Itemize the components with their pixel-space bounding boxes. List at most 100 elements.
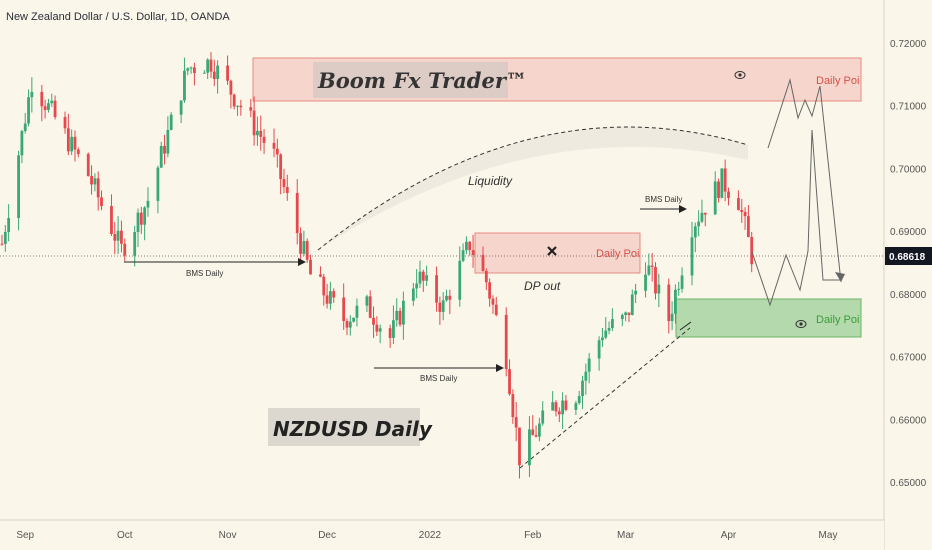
candle-body <box>468 241 472 251</box>
candle-body <box>654 266 657 294</box>
candle-body <box>534 435 538 437</box>
time-axis[interactable] <box>0 520 884 550</box>
candle-body <box>30 91 34 98</box>
poi-bottom-label: Daily Poi <box>816 314 859 326</box>
candle-body <box>727 191 730 199</box>
candle-body <box>620 315 624 320</box>
candle-body <box>657 284 661 294</box>
candle-body <box>481 255 485 271</box>
candle-body <box>717 181 720 198</box>
candle-body <box>329 291 332 304</box>
candle-body <box>634 290 637 295</box>
time-tick-label: Nov <box>219 530 237 541</box>
supply-zone-mid[interactable] <box>474 232 641 274</box>
candle-body <box>494 304 498 315</box>
time-tick-label: Sep <box>16 530 34 541</box>
eye-icon-bottom[interactable] <box>795 320 807 328</box>
bms-label-1: BMS Daily <box>186 269 223 278</box>
candle-body <box>690 237 694 276</box>
candle-body <box>0 243 4 245</box>
candle-body <box>272 142 276 149</box>
current-price-badge <box>885 247 932 265</box>
time-tick-label: Feb <box>524 530 542 541</box>
candle-body <box>531 429 535 436</box>
candle-body <box>743 211 747 217</box>
candle-body <box>282 179 286 188</box>
candle-body <box>226 65 229 81</box>
candle-body <box>471 250 475 256</box>
price-tick-label: 0.71000 <box>890 102 927 113</box>
candle-body <box>491 298 495 305</box>
candle-body <box>630 294 634 315</box>
candle-body <box>484 270 488 283</box>
candle-body <box>607 327 611 331</box>
candle-body <box>209 59 213 72</box>
candle-body <box>189 67 193 69</box>
price-tick-label: 0.70000 <box>890 164 927 175</box>
candle-body <box>693 226 697 238</box>
candle-body <box>561 400 565 415</box>
candle-body <box>518 427 521 466</box>
candle-body <box>461 250 465 261</box>
candle-body <box>342 297 346 322</box>
price-tick-label: 0.68000 <box>890 290 927 301</box>
projection-upper-path <box>767 78 842 283</box>
liquidity-shade <box>318 127 748 250</box>
price-scale[interactable] <box>884 0 932 550</box>
candle-body <box>488 282 492 299</box>
projection-arrow-head <box>835 272 845 282</box>
candle-body <box>680 275 684 289</box>
candle-body <box>90 175 93 185</box>
price-tick-label: 0.67000 <box>890 353 927 364</box>
bms-arrow-3 <box>679 205 687 213</box>
candle-body <box>256 130 259 136</box>
candle-body <box>20 131 24 156</box>
candle-body <box>737 198 740 211</box>
candle-body <box>183 70 186 101</box>
candle-body <box>355 305 359 318</box>
candle-body <box>511 394 515 418</box>
candle-body <box>3 231 7 244</box>
bms-label-3: BMS Daily <box>645 195 682 204</box>
poi-mid-label: Daily Poi <box>596 248 639 260</box>
candle-body <box>644 274 647 291</box>
bms-label-2: BMS Daily <box>420 374 457 383</box>
candles-layer <box>0 52 754 479</box>
candle-body <box>713 181 717 215</box>
candle-body <box>212 71 216 80</box>
candle-body <box>604 330 608 338</box>
candle-body <box>53 100 57 118</box>
candle-body <box>7 218 11 232</box>
candle-body <box>448 295 452 300</box>
candle-body <box>723 168 727 192</box>
candle-body <box>110 206 113 234</box>
time-ticks: Sep Oct Nov Dec 2022 Feb Mar Apr May <box>16 530 837 541</box>
candle-body <box>670 313 674 322</box>
candle-body <box>401 300 405 325</box>
candle-body <box>159 145 163 168</box>
candle-body <box>627 312 631 315</box>
candle-body <box>43 106 47 110</box>
candle-body <box>133 232 137 256</box>
price-tick-label: 0.69000 <box>890 227 927 238</box>
candle-body <box>697 221 701 227</box>
candle-body <box>262 136 266 143</box>
demand-zone-bottom[interactable] <box>675 298 862 338</box>
candle-body <box>398 310 402 325</box>
candle-body <box>445 295 448 301</box>
candle-body <box>537 423 541 437</box>
price-tick-label: 0.72000 <box>890 39 927 50</box>
candle-body <box>421 271 425 281</box>
candle-body <box>120 230 123 244</box>
candle-body <box>309 259 312 275</box>
candle-body <box>229 80 233 95</box>
candle-body <box>365 296 369 306</box>
candle-body <box>100 197 103 207</box>
candle-body <box>418 271 422 284</box>
candle-body <box>136 212 140 233</box>
candle-body <box>624 312 628 316</box>
candle-body <box>378 328 382 332</box>
eye-icon-top[interactable] <box>734 71 746 79</box>
candle-body <box>332 291 336 298</box>
